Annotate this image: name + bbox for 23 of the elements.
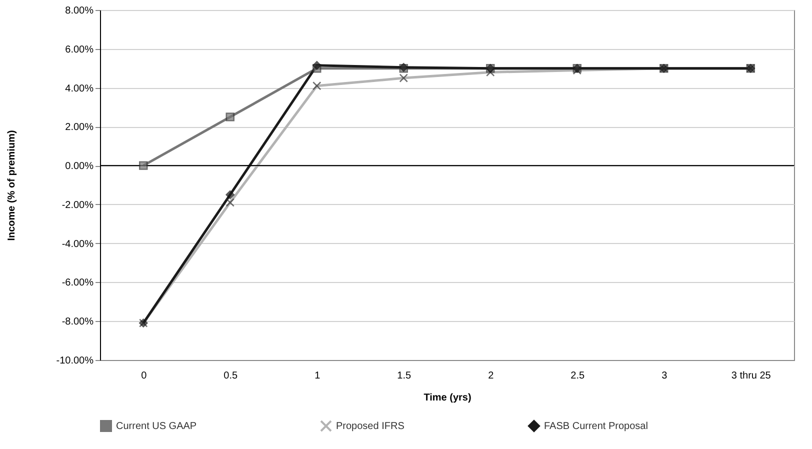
y-tick-label: -6.00% bbox=[62, 278, 94, 289]
y-tick-label: 0.00% bbox=[65, 161, 94, 172]
y-tick-label: -4.00% bbox=[62, 238, 94, 250]
y-tick-label: 6.00% bbox=[65, 44, 94, 56]
y-axis-title: Income (% of premium) bbox=[6, 130, 18, 241]
legend-label: FASB Current Proposal bbox=[544, 421, 648, 432]
x-tick-label: 1 bbox=[314, 370, 321, 382]
y-tick-label: 2.00% bbox=[65, 122, 94, 134]
x-tick-label: 0 bbox=[141, 370, 148, 382]
y-tick-label: -10.00% bbox=[56, 356, 94, 366]
legend-label: Proposed IFRS bbox=[336, 421, 405, 432]
x-tick-label: 2 bbox=[488, 370, 494, 382]
x-tick-label: 0.5 bbox=[224, 370, 238, 382]
y-tick-label: 8.00% bbox=[65, 6, 94, 16]
y-tick-label: -2.00% bbox=[62, 200, 94, 211]
x-axis-title: Time (yrs) bbox=[424, 392, 472, 404]
x-tick-label: 2.5 bbox=[570, 370, 586, 382]
x-tick-label: 1.5 bbox=[397, 370, 412, 382]
y-tick-label: -8.00% bbox=[62, 316, 94, 328]
x-tick-label: 3 bbox=[662, 370, 668, 382]
x-tick-label: 3 thru 25 bbox=[731, 370, 772, 382]
legend-label: Current US GAAP bbox=[116, 421, 197, 432]
y-tick-label: 4.00% bbox=[65, 83, 94, 94]
